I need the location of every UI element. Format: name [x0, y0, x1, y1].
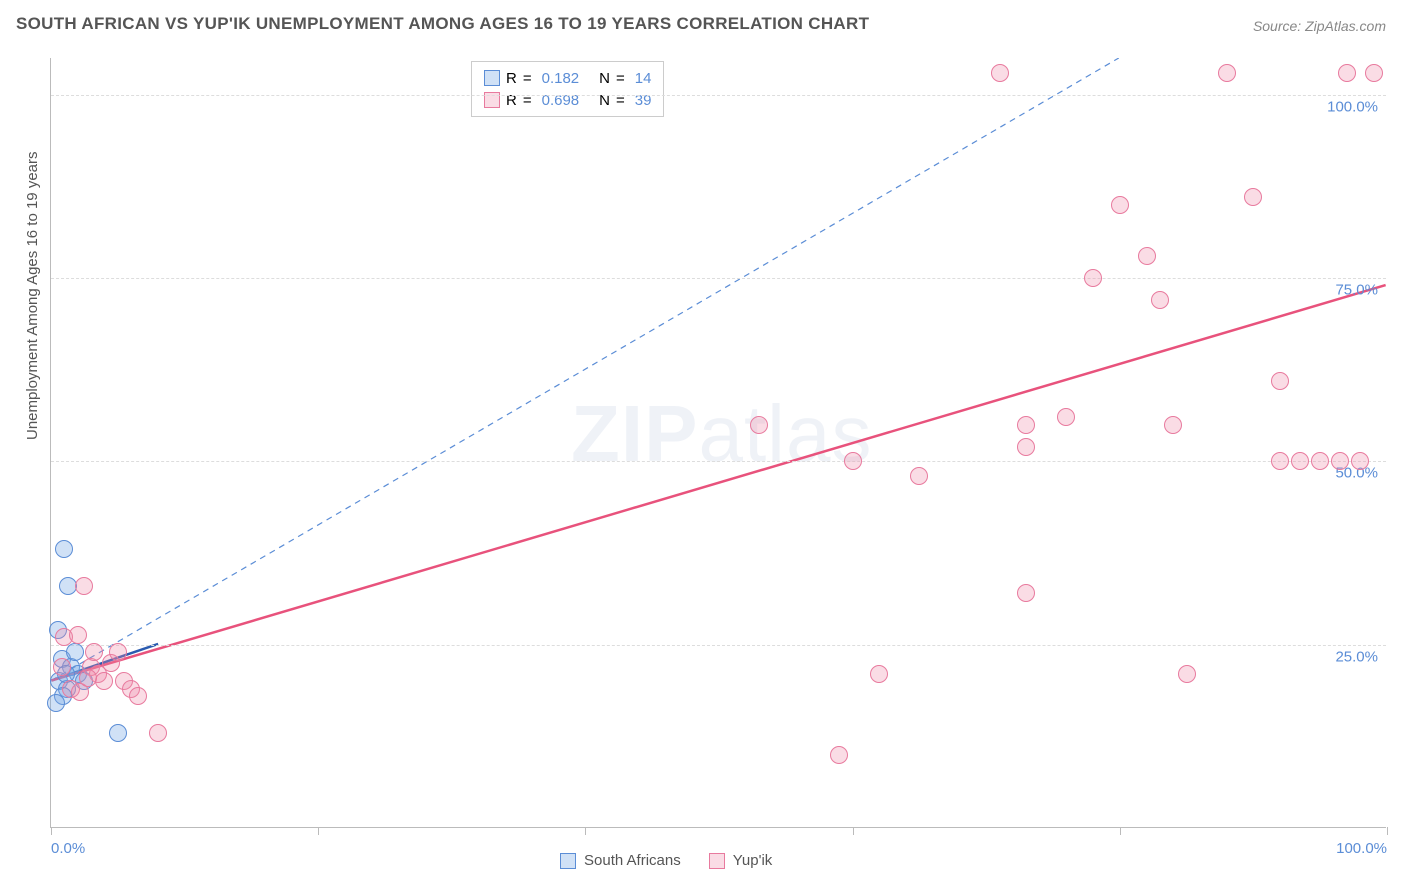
x-tick	[853, 827, 854, 835]
stats-row-1: R = 0.182 N = 14	[484, 67, 651, 89]
source-label: Source: ZipAtlas.com	[1253, 18, 1386, 34]
data-point	[1271, 452, 1289, 470]
y-tick-label: 100.0%	[1327, 98, 1378, 115]
data-point	[1244, 188, 1262, 206]
r-label: R	[506, 70, 517, 87]
plot-area: ZIPatlas R = 0.182 N = 14 R = 0.698 N = …	[50, 58, 1386, 828]
data-point	[66, 643, 84, 661]
data-point	[750, 416, 768, 434]
chart-container: SOUTH AFRICAN VS YUP'IK UNEMPLOYMENT AMO…	[0, 0, 1406, 892]
data-point	[1017, 438, 1035, 456]
data-point	[830, 746, 848, 764]
data-point	[1338, 64, 1356, 82]
y-axis-label: Unemployment Among Ages 16 to 19 years	[24, 151, 41, 440]
r-value-1: 0.182	[542, 70, 580, 87]
y-tick-label: 75.0%	[1335, 282, 1378, 299]
data-point	[109, 724, 127, 742]
data-point	[1084, 269, 1102, 287]
eq-sign: =	[523, 70, 532, 87]
data-point	[79, 669, 97, 687]
chart-title: SOUTH AFRICAN VS YUP'IK UNEMPLOYMENT AMO…	[16, 14, 869, 34]
data-point	[129, 687, 147, 705]
bottom-legend: South Africans Yup'ik	[560, 852, 772, 869]
eq-sign-2: =	[616, 70, 625, 87]
data-point	[1138, 247, 1156, 265]
data-point	[1311, 452, 1329, 470]
n-value-1: 14	[635, 70, 652, 87]
legend-label-2: Yup'ik	[733, 852, 773, 869]
data-point	[1151, 291, 1169, 309]
watermark-bold: ZIP	[571, 389, 698, 478]
n-label: N	[599, 70, 610, 87]
data-point	[991, 64, 1009, 82]
data-point	[1331, 452, 1349, 470]
trend-lines-layer	[51, 58, 1386, 827]
x-tick	[1387, 827, 1388, 835]
data-point	[149, 724, 167, 742]
data-point	[1111, 196, 1129, 214]
legend-swatch-1	[560, 853, 576, 869]
data-point	[47, 694, 65, 712]
stats-row-2: R = 0.698 N = 39	[484, 89, 651, 111]
data-point	[870, 665, 888, 683]
gridline	[51, 278, 1386, 279]
data-point	[53, 658, 71, 676]
gridline	[51, 461, 1386, 462]
swatch-series-1	[484, 70, 500, 86]
x-tick	[51, 827, 52, 835]
data-point	[1218, 64, 1236, 82]
data-point	[1178, 665, 1196, 683]
legend-label-1: South Africans	[584, 852, 681, 869]
x-tick	[318, 827, 319, 835]
data-point	[109, 643, 127, 661]
legend-swatch-2	[709, 853, 725, 869]
data-point	[1271, 372, 1289, 390]
data-point	[55, 540, 73, 558]
data-point	[1365, 64, 1383, 82]
data-point	[69, 626, 87, 644]
data-point	[1164, 416, 1182, 434]
data-point	[1057, 408, 1075, 426]
data-point	[1351, 452, 1369, 470]
data-point	[910, 467, 928, 485]
data-point	[1017, 416, 1035, 434]
gridline	[51, 645, 1386, 646]
watermark: ZIPatlas	[571, 388, 872, 480]
y-tick-label: 25.0%	[1335, 648, 1378, 665]
gridline	[51, 95, 1386, 96]
stats-legend: R = 0.182 N = 14 R = 0.698 N = 39	[471, 61, 664, 117]
x-tick-label: 100.0%	[1336, 840, 1387, 857]
data-point	[85, 643, 103, 661]
x-tick-label: 0.0%	[51, 840, 85, 857]
x-tick	[1120, 827, 1121, 835]
data-point	[95, 672, 113, 690]
legend-item-1: South Africans	[560, 852, 681, 869]
x-tick	[585, 827, 586, 835]
legend-item-2: Yup'ik	[709, 852, 773, 869]
data-point	[1017, 584, 1035, 602]
data-point	[844, 452, 862, 470]
data-point	[1291, 452, 1309, 470]
data-point	[75, 577, 93, 595]
